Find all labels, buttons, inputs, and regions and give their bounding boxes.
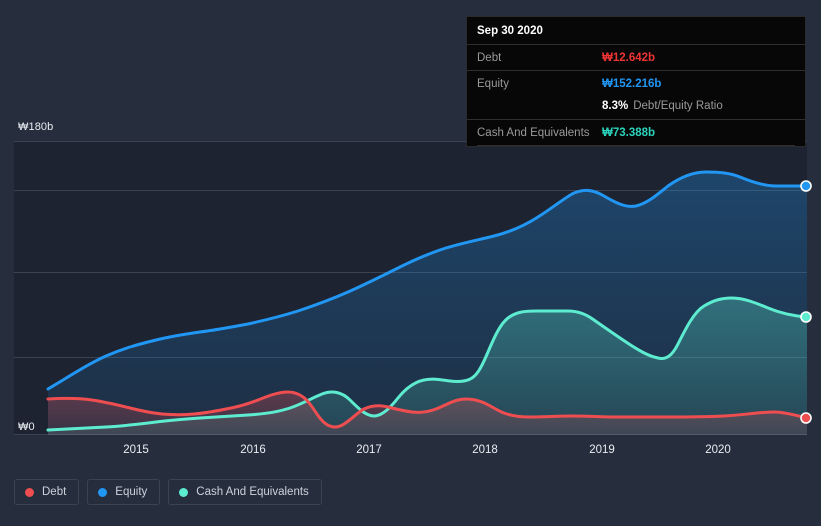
legend-dot-cash-icon [179, 487, 189, 497]
tooltip-debt-label: Debt [477, 51, 502, 64]
tooltip-row-ratio: 8.3% Debt/Equity Ratio [467, 96, 805, 119]
x-axis-label-2020: 2020 [705, 444, 731, 456]
x-axis-label-2018: 2018 [472, 444, 498, 456]
tooltip-bottom-divider [477, 145, 795, 146]
x-axis-labels: 2015 2016 2017 2018 2019 2020 [0, 444, 821, 464]
debt-equity-cash-area-chart [14, 141, 812, 435]
legend-item-debt[interactable]: Debt [14, 479, 80, 505]
tooltip-ratio-label: Debt/Equity Ratio [633, 99, 723, 112]
legend-item-cash[interactable]: Cash And Equivalents [168, 479, 322, 505]
legend-label-debt: Debt [42, 486, 67, 498]
debt-area [48, 392, 807, 435]
cash-area [48, 298, 807, 435]
x-axis-label-2019: 2019 [589, 444, 615, 456]
tooltip-row-cash: Cash And Equivalents ₩73.388b [467, 119, 805, 145]
legend-label-cash: Cash And Equivalents [196, 486, 309, 498]
equity-endpoint-marker [800, 180, 812, 192]
debt-endpoint-marker [800, 412, 812, 424]
x-axis-label-2016: 2016 [240, 444, 266, 456]
x-axis-label-2015: 2015 [123, 444, 149, 456]
tooltip-cash-value: ₩73.388b [602, 126, 656, 139]
cash-endpoint-marker [800, 311, 812, 323]
debt-line [46, 390, 807, 429]
chart-legend: Debt Equity Cash And Equivalents [14, 479, 322, 505]
chart-tooltip: Sep 30 2020 Debt ₩12.642b Equity ₩152.21… [466, 16, 806, 147]
legend-dot-debt-icon [25, 487, 34, 497]
tooltip-debt-value: ₩12.642b [602, 51, 656, 64]
tooltip-row-equity: Equity ₩152.216b [467, 70, 805, 96]
tooltip-cash-label: Cash And Equivalents [477, 126, 590, 139]
tooltip-ratio-value: 8.3% [602, 99, 629, 112]
legend-label-equity: Equity [115, 486, 148, 498]
tooltip-equity-value: ₩152.216b [602, 77, 662, 90]
tooltip-row-debt: Debt ₩12.642b [467, 44, 805, 70]
chart-canvas: ₩180b ₩0 2015 2016 2017 2018 2019 2020 [0, 121, 821, 464]
tooltip-equity-label: Equity [477, 77, 509, 90]
equity-line [46, 170, 807, 391]
legend-dot-equity-icon [98, 487, 108, 497]
x-axis-label-2017: 2017 [356, 444, 382, 456]
cash-line [46, 296, 807, 432]
tooltip-date: Sep 30 2020 [477, 25, 543, 37]
legend-item-equity[interactable]: Equity [87, 479, 161, 505]
